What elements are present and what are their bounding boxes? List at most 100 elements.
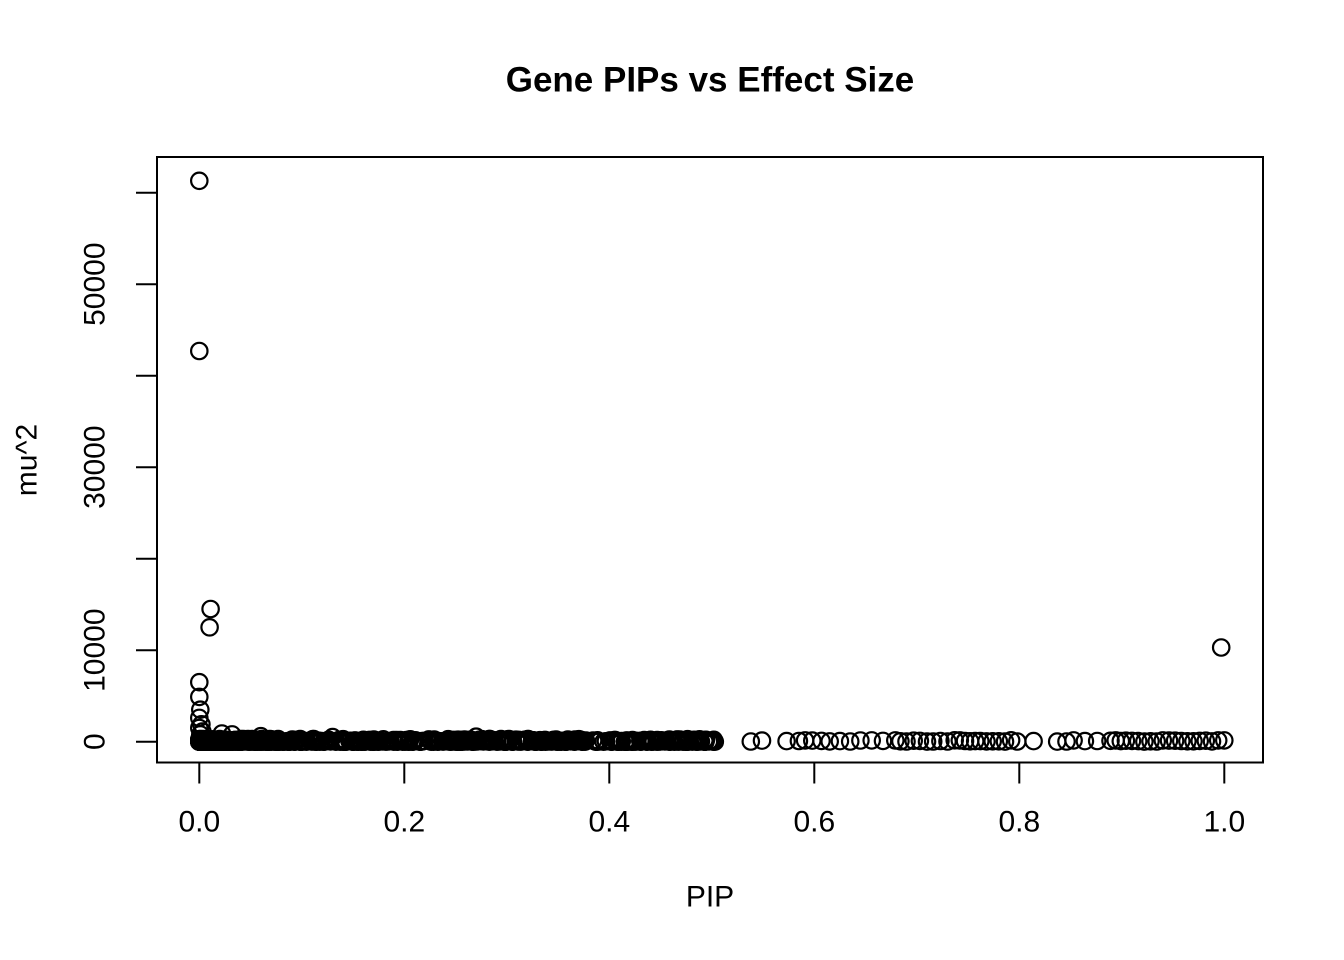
y-tick-label: 30000 (79, 425, 112, 508)
data-point (340, 731, 359, 751)
data-point (1202, 732, 1222, 751)
data-point (1064, 731, 1083, 750)
data-point (820, 732, 839, 751)
data-point (1196, 731, 1216, 750)
data-point (812, 731, 831, 751)
x-axis-tick-labels: 0.0 0.2 0.4 0.6 0.8 1.0 (178, 806, 1245, 839)
data-point (910, 731, 930, 751)
data-point (532, 732, 552, 751)
data-point (1141, 731, 1160, 751)
data-point (212, 724, 232, 743)
data-point (310, 732, 330, 751)
data-point (1211, 638, 1231, 657)
plot-box (156, 156, 1264, 764)
data-point (931, 731, 950, 751)
y-tick-label: 50000 (79, 242, 112, 325)
data-point (491, 729, 511, 749)
x-tick-label: 0.8 (998, 806, 1040, 839)
y-axis-ticks (136, 191, 157, 743)
chart-title: Gene PIPs vs Effect Size (506, 61, 915, 100)
data-point (511, 732, 531, 751)
x-tick-label: 0.6 (793, 806, 835, 839)
data-point (1087, 731, 1107, 751)
data-point (190, 718, 209, 738)
data-point (917, 732, 937, 751)
data-point (190, 672, 209, 692)
y-tick-label: 10000 (79, 608, 112, 691)
data-point (602, 731, 622, 751)
data-point (201, 599, 220, 619)
x-axis-ticks (198, 762, 1226, 784)
data-point (923, 732, 943, 751)
plot-points (190, 171, 1234, 751)
data-point (251, 726, 271, 746)
data-point (965, 731, 985, 751)
data-point (830, 731, 850, 751)
data-point (977, 732, 996, 751)
data-point (323, 727, 342, 747)
data-point (222, 725, 242, 744)
x-tick-label: 0.4 (588, 806, 630, 839)
data-point (1135, 732, 1154, 751)
data-point (443, 732, 463, 751)
data-point (661, 731, 681, 750)
data-point (191, 725, 210, 744)
data-point (424, 732, 443, 751)
data-point (268, 732, 287, 751)
data-point (891, 731, 910, 751)
data-point (190, 687, 209, 707)
data-point (1057, 732, 1076, 751)
data-point (190, 341, 209, 361)
data-point (388, 732, 407, 751)
data-point (777, 731, 796, 751)
data-point (1215, 731, 1234, 750)
data-point (1128, 731, 1148, 751)
data-point (1159, 731, 1179, 750)
data-point (1153, 731, 1173, 750)
data-point (643, 731, 662, 750)
data-point (1178, 731, 1197, 751)
data-point (970, 731, 990, 751)
data-point (377, 731, 397, 751)
data-point (851, 731, 870, 750)
data-point (1075, 731, 1095, 751)
data-point (752, 731, 772, 750)
data-point (576, 731, 596, 750)
data-point (365, 731, 385, 751)
data-point (897, 732, 916, 751)
data-point (434, 732, 453, 751)
data-point (1001, 730, 1021, 750)
data-point (200, 617, 219, 637)
data-point (938, 732, 957, 751)
data-point (364, 730, 384, 749)
data-point (983, 731, 1002, 751)
data-point (1122, 731, 1142, 751)
x-axis-title: PIP (686, 881, 734, 914)
data-point (1190, 731, 1209, 751)
y-tick-label: 0 (79, 733, 112, 750)
data-point (1165, 731, 1185, 750)
data-point (989, 731, 1009, 751)
data-point (669, 732, 689, 751)
data-point (1208, 731, 1228, 750)
data-point (1024, 731, 1043, 751)
data-point (234, 729, 253, 749)
data-point (273, 732, 292, 751)
data-point (301, 731, 320, 750)
data-point (904, 731, 923, 750)
data-point (695, 732, 714, 751)
data-point (193, 722, 212, 741)
x-tick-label: 1.0 (1203, 806, 1245, 839)
data-point (1147, 732, 1166, 751)
data-point (862, 731, 881, 750)
data-point (190, 171, 209, 191)
data-point (789, 731, 809, 751)
x-tick-label: 0.2 (383, 806, 425, 839)
data-point (396, 732, 416, 751)
y-axis-tick-labels: 0 10000 30000 50000 (79, 242, 112, 750)
data-point (500, 730, 520, 749)
data-point (1116, 731, 1136, 750)
data-point (840, 732, 860, 751)
